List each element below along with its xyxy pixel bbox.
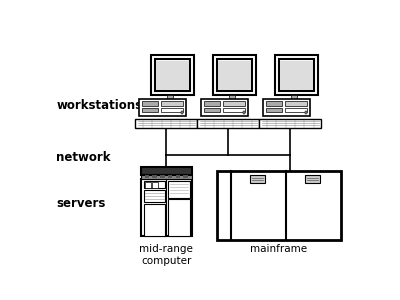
Bar (204, 101, 220, 106)
Bar (167, 95, 173, 101)
Bar (144, 182, 151, 188)
Bar (280, 61, 313, 90)
Bar (161, 101, 182, 106)
Bar (142, 108, 158, 112)
Bar (160, 176, 165, 178)
Bar (183, 176, 188, 178)
Text: mid-range
computer: mid-range computer (139, 244, 193, 266)
Bar (218, 61, 251, 90)
Bar (243, 112, 245, 114)
Bar (217, 171, 341, 240)
Bar (213, 55, 256, 95)
Bar (151, 55, 194, 95)
Bar (158, 101, 182, 105)
Bar (181, 112, 183, 114)
Bar (217, 59, 252, 92)
Bar (223, 101, 244, 106)
Text: servers: servers (56, 197, 106, 210)
Bar (259, 119, 321, 128)
Bar (305, 112, 307, 114)
Bar (266, 101, 282, 106)
Bar (144, 176, 149, 178)
Bar (144, 204, 165, 236)
Bar (220, 101, 244, 105)
Bar (144, 190, 165, 202)
Bar (161, 108, 182, 112)
Bar (229, 95, 235, 101)
Bar (142, 179, 192, 236)
Bar (139, 99, 186, 116)
Bar (250, 176, 266, 183)
Bar (285, 108, 306, 112)
Bar (282, 101, 306, 105)
Bar (152, 182, 158, 188)
Bar (266, 108, 282, 112)
Text: workstations: workstations (56, 99, 142, 112)
Bar (305, 176, 320, 183)
Bar (223, 108, 244, 112)
Bar (156, 61, 189, 90)
Bar (155, 59, 190, 92)
Bar (201, 99, 248, 116)
Bar (197, 119, 259, 128)
Bar (152, 176, 157, 178)
Bar (291, 95, 297, 101)
Text: mainframe: mainframe (250, 244, 307, 254)
Text: network: network (56, 151, 111, 164)
Bar (142, 101, 158, 106)
Bar (275, 55, 318, 95)
Bar (176, 176, 180, 178)
Bar (142, 175, 192, 179)
Bar (142, 167, 192, 175)
Bar (168, 176, 172, 178)
Bar (135, 119, 197, 128)
Bar (168, 181, 190, 198)
Bar (144, 181, 165, 188)
Bar (204, 108, 220, 112)
Bar (285, 101, 306, 106)
Bar (279, 59, 314, 92)
Bar (263, 99, 310, 116)
Bar (168, 199, 190, 236)
